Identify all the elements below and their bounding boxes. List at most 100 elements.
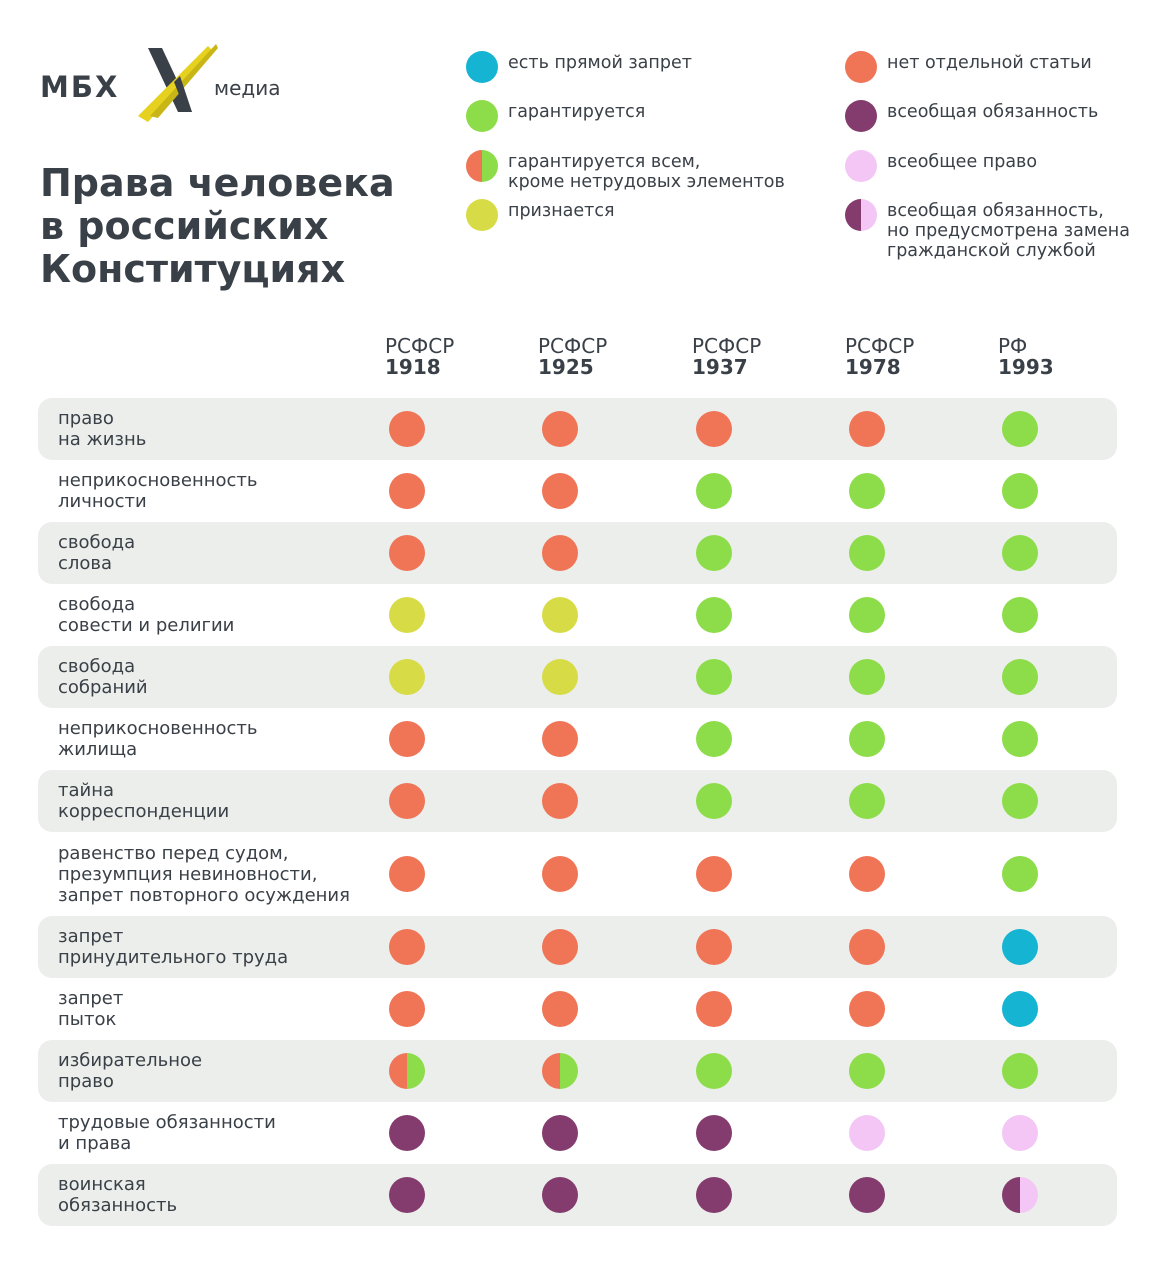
table-row: тайна корреспонденции <box>38 770 1117 832</box>
status-dot-recognized <box>389 597 425 633</box>
status-dot-duty <box>542 1115 578 1151</box>
status-dot-no-article <box>389 856 425 892</box>
column-header-year: 1978 <box>845 355 901 379</box>
status-dot-no-article <box>389 535 425 571</box>
dot-left-half <box>389 1053 407 1089</box>
status-dot-no-article <box>389 411 425 447</box>
status-dot-no-article <box>542 783 578 819</box>
row-label: неприкосновенность личности <box>58 470 258 512</box>
dot-right-half <box>407 1053 425 1089</box>
status-dot-duty <box>389 1115 425 1151</box>
status-dot-no-article <box>849 991 885 1027</box>
status-dot-guaranteed <box>849 473 885 509</box>
row-label: запрет принудительного труда <box>58 926 289 968</box>
status-dot-no-article <box>389 783 425 819</box>
status-dot-guaranteed-except <box>542 1053 578 1089</box>
dot-left-half <box>466 150 482 182</box>
legend-swatch <box>845 51 877 83</box>
table-row: запрет принудительного труда <box>38 916 1117 978</box>
status-dot-guaranteed <box>696 535 732 571</box>
status-dot-guaranteed <box>849 721 885 757</box>
status-dot-no-article <box>542 473 578 509</box>
row-label: воинская обязанность <box>58 1174 178 1216</box>
dot-right-half <box>861 199 877 231</box>
row-label: свобода совести и религии <box>58 594 235 636</box>
dot-left-half <box>845 199 861 231</box>
status-dot-no-article <box>696 856 732 892</box>
row-label: равенство перед судом, презумпция невино… <box>58 843 350 906</box>
table-row: неприкосновенность личности <box>38 460 1117 522</box>
status-dot-right <box>849 1115 885 1151</box>
table-row: свобода совести и религии <box>38 584 1117 646</box>
status-dot-guaranteed <box>696 597 732 633</box>
legend-label: всеобщая обязанность <box>887 102 1099 122</box>
status-dot-no-article <box>542 721 578 757</box>
table-row: равенство перед судом, презумпция невино… <box>38 832 1117 916</box>
column-header-1937: РСФСР 1937 <box>692 336 761 378</box>
status-dot-guaranteed <box>1002 721 1038 757</box>
column-header-name: РСФСР <box>538 334 608 358</box>
status-dot-guaranteed <box>696 721 732 757</box>
column-header-1918: РСФСР 1918 <box>385 336 454 378</box>
row-label: право на жизнь <box>58 408 147 450</box>
status-dot-no-article <box>542 411 578 447</box>
column-header-1925: РСФСР 1925 <box>538 336 607 378</box>
row-label: свобода слова <box>58 532 136 574</box>
status-dot-no-article <box>696 991 732 1027</box>
status-dot-guaranteed <box>1002 783 1038 819</box>
status-dot-guaranteed <box>1002 597 1038 633</box>
status-dot-no-article <box>849 856 885 892</box>
status-dot-no-article <box>389 721 425 757</box>
dot-right-half <box>560 1053 578 1089</box>
row-label: трудовые обязанности и права <box>58 1112 276 1154</box>
status-dot-guaranteed <box>849 659 885 695</box>
column-header-name: РФ <box>998 334 1028 358</box>
table-row: воинская обязанность <box>38 1164 1117 1226</box>
status-dot-no-article <box>389 929 425 965</box>
table-row: трудовые обязанности и права <box>38 1102 1117 1164</box>
dot-right-half <box>482 150 498 182</box>
dot-left-half <box>542 1053 560 1089</box>
status-dot-no-article <box>696 929 732 965</box>
status-dot-no-article <box>542 856 578 892</box>
logo: МБХ медиа <box>40 40 300 130</box>
legend-swatch <box>466 150 498 182</box>
status-dot-guaranteed <box>849 783 885 819</box>
legend-label: нет отдельной статьи <box>887 53 1092 73</box>
status-dot-guaranteed <box>696 1053 732 1089</box>
legend-label: всеобщее право <box>887 152 1038 172</box>
legend-swatch <box>466 51 498 83</box>
table-row: свобода собраний <box>38 646 1117 708</box>
status-dot-no-article <box>542 929 578 965</box>
legend-swatch <box>466 100 498 132</box>
status-dot-no-article <box>542 991 578 1027</box>
table-row: неприкосновенность жилища <box>38 708 1117 770</box>
column-header-year: 1993 <box>998 355 1054 379</box>
status-dot-no-article <box>849 411 885 447</box>
logo-text-mbx: МБХ <box>40 70 120 104</box>
legend-label: признается <box>508 201 615 221</box>
legend-label: гарантируется <box>508 102 646 122</box>
status-dot-guaranteed <box>1002 473 1038 509</box>
status-dot-guaranteed-except <box>389 1053 425 1089</box>
status-dot-duty <box>849 1177 885 1213</box>
row-label: свобода собраний <box>58 656 148 698</box>
status-dot-duty-alt <box>1002 1177 1038 1213</box>
status-dot-no-article <box>389 991 425 1027</box>
status-dot-right <box>1002 1115 1038 1151</box>
table-row: запрет пыток <box>38 978 1117 1040</box>
dot-right-half <box>1020 1177 1038 1213</box>
status-dot-ban <box>1002 991 1038 1027</box>
table-row: избирательное право <box>38 1040 1117 1102</box>
legend-label: всеобщая обязанность, но предусмотрена з… <box>887 201 1130 261</box>
logo-text-media: медиа <box>214 76 281 100</box>
status-dot-guaranteed <box>1002 1053 1038 1089</box>
page-title: Права человека в российских Конституциях <box>40 161 395 291</box>
status-dot-recognized <box>389 659 425 695</box>
status-dot-guaranteed <box>696 783 732 819</box>
row-label: запрет пыток <box>58 988 124 1030</box>
dot-left-half <box>1002 1177 1020 1213</box>
column-header-name: РСФСР <box>385 334 455 358</box>
x-logo-mark-icon <box>138 44 218 122</box>
legend-swatch <box>845 100 877 132</box>
